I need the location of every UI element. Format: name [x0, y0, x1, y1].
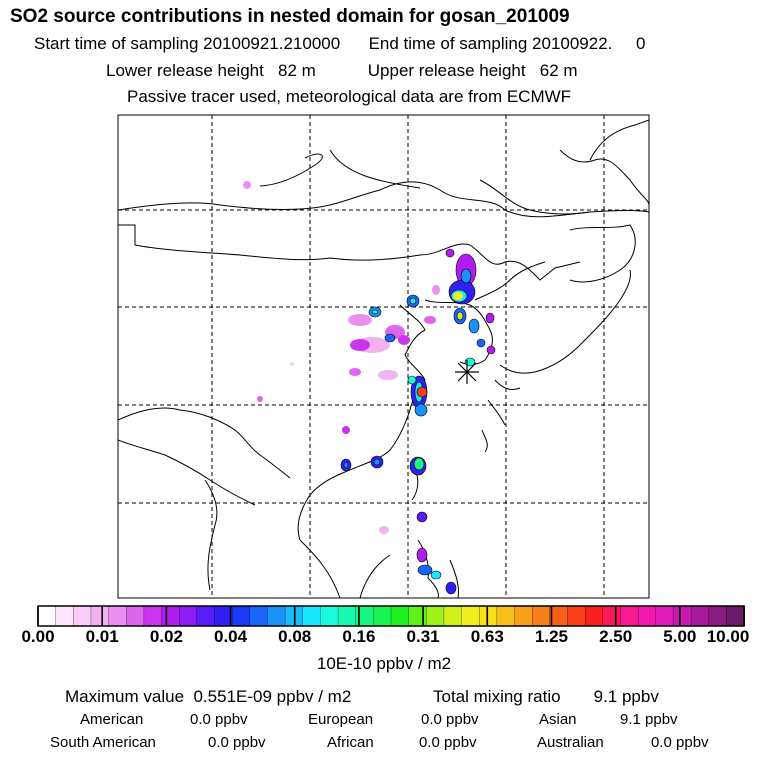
- region-south-american-value: 0.0 ppbv: [208, 734, 266, 751]
- colorbar-tick-label: 0.31: [406, 627, 440, 646]
- colorbar-cell: [443, 605, 463, 627]
- max-value: Maximum value 0.551E-09 ppbv / m2: [65, 687, 352, 706]
- colorbar-cell: [337, 605, 357, 627]
- colorbar-cell: [320, 605, 339, 627]
- colorbar-cell: [496, 605, 516, 627]
- concentration-patches: [243, 181, 496, 595]
- colorbar-cell: [585, 605, 604, 627]
- region-european-label: European: [308, 711, 374, 728]
- colorbar-cell: [620, 605, 639, 627]
- map-title: SO2 source contributions in nested domai…: [10, 6, 570, 27]
- tracer-note: Passive tracer used, meteorological data…: [127, 87, 572, 106]
- upper-release-height: Upper release height 62 m: [367, 61, 578, 80]
- colorbar-cell: [373, 605, 392, 627]
- region-asian-value: 9.1 ppbv: [620, 711, 678, 728]
- colorbar-cell: [637, 605, 657, 627]
- colorbar-cell: [390, 605, 410, 627]
- region-south-american-label: South American: [50, 734, 156, 751]
- colorbar-cell: [302, 605, 322, 627]
- colorbar-cell: [567, 605, 586, 627]
- colorbar-cell: [690, 605, 710, 627]
- colorbar-cell: [143, 605, 163, 627]
- colorbar-cell: [267, 605, 286, 627]
- colorbar-tick-label: 10.00: [706, 627, 750, 646]
- colorbar-cell: [602, 605, 622, 627]
- colorbar-tick-label: 0.01: [85, 627, 119, 646]
- colorbar-tick-label: 0.63: [470, 627, 504, 646]
- colorbar-cell: [231, 605, 251, 627]
- colorbar-tick-label: 0.04: [213, 627, 248, 646]
- colorbar-cell: [179, 605, 198, 627]
- colorbar-tick-label: 0.16: [342, 627, 376, 646]
- colorbar-frame: [37, 605, 745, 627]
- colorbar-tick-label: 0.08: [278, 627, 312, 646]
- colorbar-cell: [479, 605, 498, 627]
- region-african-value: 0.0 ppbv: [419, 734, 477, 751]
- colorbar-cell: [726, 605, 745, 627]
- colorbar-cell: [55, 605, 75, 627]
- colorbar-cell: [673, 605, 692, 627]
- graticule: [118, 115, 649, 598]
- sampling-times: Start time of sampling 20100921.210000 E…: [34, 34, 645, 54]
- colorbar: [37, 605, 745, 627]
- colorbar-tick-label: 0.00: [21, 627, 55, 646]
- colorbar-cell: [461, 605, 481, 627]
- colorbar-cell: [426, 605, 445, 627]
- colorbar-cell: [549, 605, 569, 627]
- end-time: End time of sampling 20100922. 0: [368, 34, 646, 53]
- colorbar-cell: [532, 605, 551, 627]
- start-time: Start time of sampling 20100921.210000: [34, 34, 341, 53]
- region-australian-label: Australian: [537, 734, 604, 751]
- colorbar-cell: [249, 605, 269, 627]
- colorbar-cell: [655, 605, 675, 627]
- map-border: [117, 114, 650, 599]
- colorbar-cell: [37, 605, 57, 627]
- receptor-marker: [455, 360, 479, 384]
- colorbar-cell: [408, 605, 428, 627]
- colorbar-cell: [196, 605, 216, 627]
- region-asian-label: Asian: [539, 711, 577, 728]
- colorbar-cell: [161, 605, 180, 627]
- colorbar-tick-label: 0.02: [149, 627, 183, 646]
- colorbar-tick-label: 2.50: [599, 627, 633, 646]
- colorbar-tick-label: 5.00: [663, 627, 697, 646]
- colorbar-cell: [126, 605, 145, 627]
- colorbar-cell: [708, 605, 728, 627]
- colorbar-units: 10E-10 ppbv / m2: [316, 654, 452, 673]
- colorbar-tick-label: 1.25: [534, 627, 568, 646]
- region-african-label: African: [327, 734, 374, 751]
- region-australian-value: 0.0 ppbv: [651, 734, 709, 751]
- map-frame: [118, 115, 649, 598]
- colorbar-cell: [73, 605, 92, 627]
- colorbar-cell: [514, 605, 533, 627]
- colorbar-cell: [90, 605, 110, 627]
- region-european-value: 0.0 ppbv: [421, 711, 479, 728]
- region-american-label: American: [80, 711, 144, 728]
- lower-release-height: Lower release height 82 m: [106, 61, 316, 80]
- total-mixing-ratio: Total mixing ratio 9.1 ppbv: [433, 687, 659, 706]
- region-american-value: 0.0 ppbv: [190, 711, 248, 728]
- colorbar-cell: [108, 605, 127, 627]
- release-heights: Lower release height 82 m Upper release …: [106, 61, 578, 81]
